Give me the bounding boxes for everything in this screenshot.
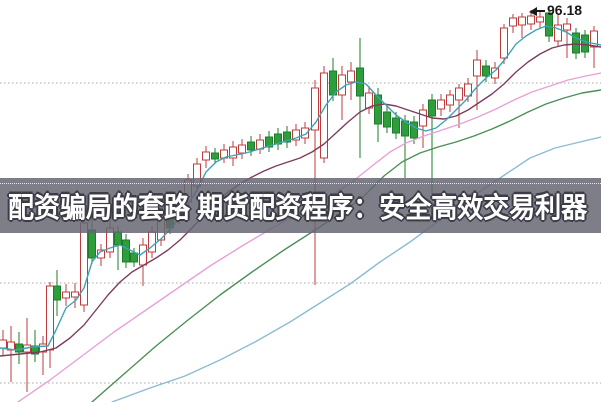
headline-text: 配资骗局的套路 期货配资程序：安全高效交易利器	[8, 190, 588, 224]
ma-maroon	[0, 43, 601, 357]
ma-pink	[17, 72, 601, 402]
gridline-over-band	[0, 183, 601, 184]
peak-value-text: 96.18	[547, 2, 583, 18]
ma-green	[91, 89, 601, 402]
ma-slow-lightblue	[111, 136, 601, 402]
left-arrow-icon	[529, 7, 545, 16]
headline-overlay-band: 配资骗局的套路 期货配资程序：安全高效交易利器	[0, 178, 601, 233]
ma-fast-cyan	[0, 25, 601, 351]
peak-value-annotation: 96.18	[528, 1, 582, 19]
